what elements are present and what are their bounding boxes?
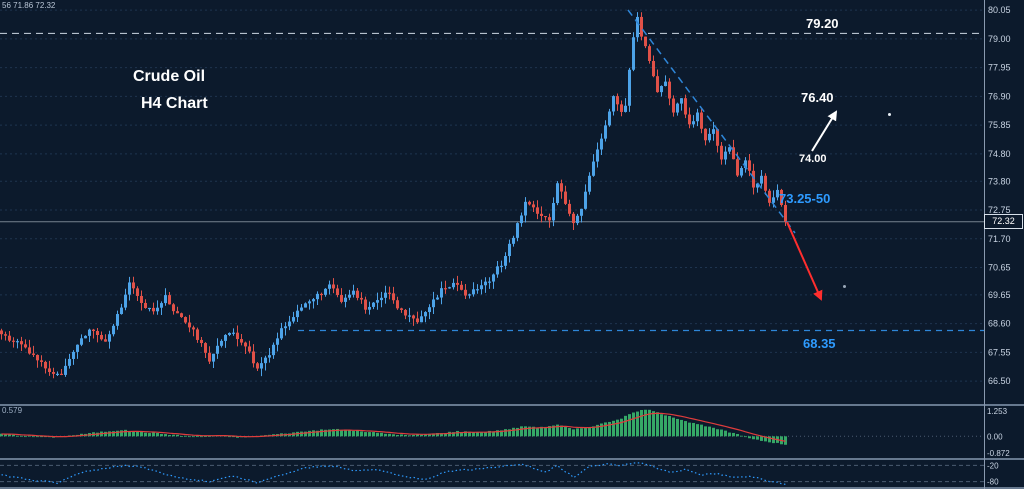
ohlc-readout: 56 71.86 72.32 [2,1,56,10]
macd-panel[interactable]: 1.253 0.00 -0.872 0.579 [0,406,1024,458]
svg-text:1.253: 1.253 [987,407,1008,416]
candlestick-canvas[interactable]: 80.05 79.00 77.95 76.90 75.85 74.80 73.80 72.75… [0,0,1024,404]
resistance-price-label: 79.20 [806,16,839,31]
oscillator-canvas[interactable]: -20 -80 [0,460,1024,487]
svg-text:67.55: 67.55 [988,347,1011,357]
svg-text:72.75: 72.75 [988,205,1011,215]
svg-text:79.00: 79.00 [988,34,1011,44]
svg-text:70.65: 70.65 [988,263,1011,273]
macd-value-label: 0.579 [2,406,23,415]
macd-canvas[interactable]: 1.253 0.00 -0.872 [0,406,1024,458]
svg-text:-20: -20 [987,461,999,470]
svg-text:0.00: 0.00 [987,432,1003,441]
target-price-label: 76.40 [801,90,834,105]
oscillator-panel[interactable]: -20 -80 [0,460,1024,487]
support-price-label: 68.35 [803,336,836,351]
current-price-badge: 72.32 [984,214,1023,229]
svg-text:71.70: 71.70 [988,234,1011,244]
svg-text:77.95: 77.95 [988,63,1011,73]
window-bottom-edge [0,487,1024,489]
price-axis-border[interactable] [984,0,985,489]
svg-text:-0.872: -0.872 [987,449,1010,458]
svg-text:66.50: 66.50 [988,376,1011,386]
panel-separator [0,404,1024,406]
dot-artifact [843,285,846,288]
svg-text:-80: -80 [987,478,999,487]
main-chart-panel[interactable]: 80.05 79.00 77.95 76.90 75.85 74.80 73.80 72.75… [0,0,1024,404]
mid-level-label: 74.00 [799,153,827,165]
svg-text:80.05: 80.05 [988,5,1011,15]
svg-text:75.85: 75.85 [988,120,1011,130]
zone-price-label: 73.25-50 [779,191,831,206]
chart-title: Crude Oil [133,68,206,85]
svg-text:74.80: 74.80 [988,149,1011,159]
svg-text:68.60: 68.60 [988,319,1011,329]
chart-subtitle: H4 Chart [141,95,208,112]
svg-text:76.90: 76.90 [988,91,1011,101]
panel-separator [0,458,1024,460]
svg-text:73.80: 73.80 [988,176,1011,186]
dot-artifact [888,113,891,116]
svg-text:69.65: 69.65 [988,290,1011,300]
